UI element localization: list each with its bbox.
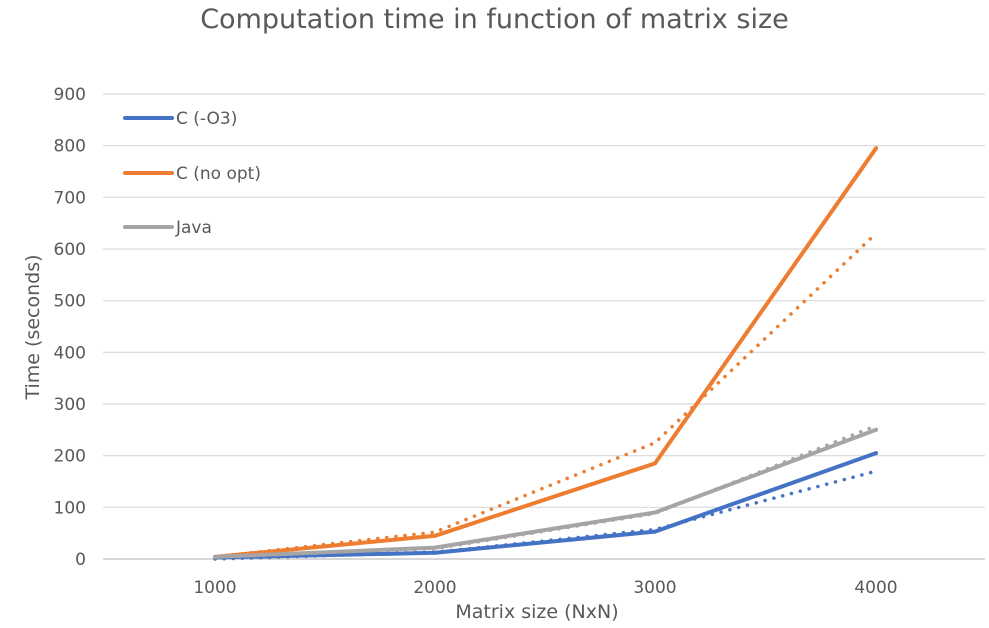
data-point	[874, 146, 878, 151]
y-tick-label: 300	[54, 395, 86, 415]
trendline-2	[213, 423, 878, 560]
data-point	[874, 451, 878, 456]
data-point	[874, 427, 878, 432]
x-tick-label: 1000	[193, 578, 236, 598]
x-tick-label: 2000	[413, 578, 456, 598]
chart-title: Computation time in function of matrix s…	[200, 4, 789, 35]
series-line-0	[213, 451, 878, 560]
y-tick-label: 900	[54, 85, 86, 105]
y-tick-label: 800	[54, 137, 86, 157]
y-tick-label: 500	[54, 292, 86, 312]
y-tick-label: 200	[54, 447, 86, 467]
data-point	[653, 510, 657, 515]
y-tick-label: 400	[54, 343, 86, 363]
legend-label: Java	[175, 218, 212, 238]
data-point	[433, 533, 437, 538]
y-tick-label: 700	[54, 188, 86, 208]
legend-label: C (-O3)	[176, 109, 237, 129]
data-point	[433, 550, 437, 555]
data-point	[653, 461, 657, 466]
y-tick-label: 0	[75, 550, 86, 570]
data-point	[433, 545, 437, 550]
data-point	[653, 529, 657, 534]
legend-label: C (no opt)	[176, 164, 261, 184]
x-tick-label: 4000	[854, 578, 897, 598]
trendline-1	[213, 231, 878, 559]
x-tick-label: 3000	[633, 578, 676, 598]
series-line-2	[213, 427, 878, 559]
x-axis-label: Matrix size (NxN)	[455, 601, 618, 623]
y-axis-label: Time (seconds)	[22, 254, 44, 400]
series-line-1	[213, 146, 878, 559]
y-tick-label: 100	[54, 498, 86, 518]
y-tick-label: 600	[54, 240, 86, 260]
data-point	[213, 554, 217, 559]
